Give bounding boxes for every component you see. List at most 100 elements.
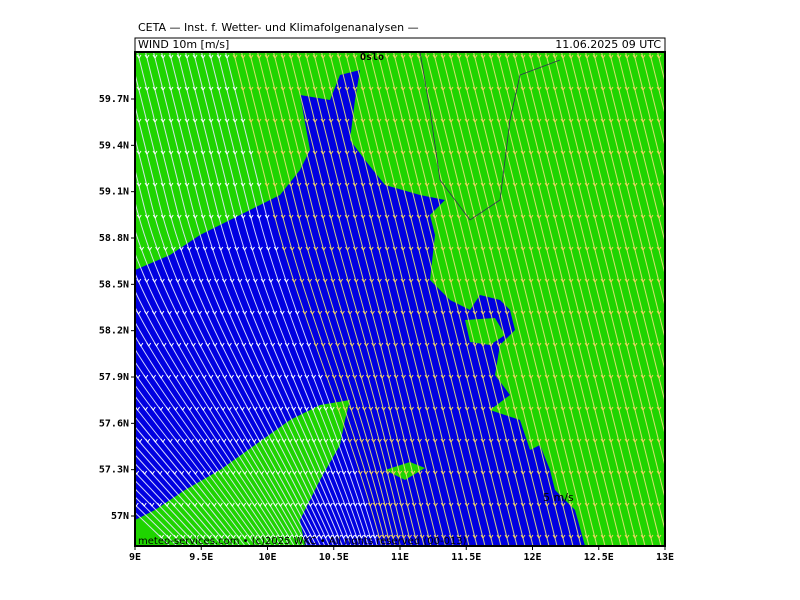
streamline	[352, 52, 478, 546]
arrow-head	[656, 406, 662, 411]
arrow-head	[536, 470, 542, 475]
arrow-head	[224, 470, 230, 475]
arrow-head	[640, 470, 646, 475]
arrow-head	[632, 310, 638, 315]
arrow-head	[576, 502, 582, 507]
arrow-head	[240, 118, 246, 123]
arrow-head	[737, 375, 741, 378]
arrow-head	[512, 246, 518, 251]
arrow-head	[681, 407, 685, 410]
arrow-head	[528, 374, 534, 379]
arrow-head	[192, 182, 198, 187]
arrow-head	[433, 534, 439, 539]
arrow-head	[769, 503, 773, 506]
arrow-head	[656, 278, 662, 283]
arrow-head	[472, 54, 478, 59]
arrow-head	[697, 215, 701, 218]
arrow-head	[353, 278, 359, 283]
arrow-head	[385, 342, 391, 347]
arrow-head	[472, 406, 478, 411]
arrow-head	[349, 342, 355, 347]
arrow-head	[400, 278, 406, 283]
arrow-head	[600, 182, 606, 187]
arrow-head	[309, 534, 315, 539]
streamline	[176, 52, 352, 546]
arrow-head	[49, 55, 53, 58]
arrow-head	[745, 439, 749, 442]
arrow-head	[392, 150, 398, 155]
arrow-head	[72, 407, 76, 410]
arrow-head	[419, 534, 425, 539]
arrow-head	[673, 535, 677, 538]
arrow-head	[349, 406, 354, 411]
arrow-head	[255, 342, 261, 347]
arrow-head	[600, 150, 606, 155]
arrow-head	[304, 54, 310, 59]
arrow-head	[180, 406, 186, 411]
arrow-head	[697, 279, 701, 282]
arrow-head	[656, 534, 662, 539]
arrow-head	[180, 534, 186, 539]
arrow-head	[206, 470, 211, 475]
lat-label: 57N	[111, 511, 129, 522]
arrow-head	[65, 119, 69, 122]
arrow-head	[552, 534, 558, 539]
arrow-head	[405, 502, 411, 507]
arrow-head	[544, 118, 550, 123]
streamline	[304, 52, 432, 546]
arrow-head	[448, 310, 454, 315]
arrow-head	[24, 375, 28, 378]
arrow-head	[17, 151, 21, 154]
arrow-head	[408, 150, 414, 155]
arrow-head	[673, 151, 677, 154]
arrow-head	[17, 311, 21, 314]
arrow-head	[544, 54, 550, 59]
arrow-head	[402, 438, 408, 443]
arrow-head	[183, 342, 189, 347]
streamline	[584, 52, 665, 373]
arrow-head	[425, 502, 431, 507]
arrow-head	[207, 534, 212, 539]
arrow-head	[73, 151, 77, 154]
arrow-head	[227, 406, 232, 411]
arrow-head	[568, 86, 574, 91]
arrow-head	[488, 470, 494, 475]
arrow-head	[344, 214, 350, 219]
arrow-head	[520, 54, 526, 59]
streamline	[648, 52, 665, 117]
arrow-head	[218, 470, 224, 475]
arrow-head	[229, 502, 235, 507]
arrow-head	[440, 310, 446, 315]
arrow-head	[1, 55, 5, 58]
arrow-head	[178, 246, 184, 251]
arrow-head	[313, 342, 319, 347]
arrow-head	[355, 406, 361, 411]
arrow-head	[600, 246, 606, 251]
arrow-head	[632, 534, 638, 539]
arrow-head	[65, 87, 69, 90]
arrow-head	[512, 534, 518, 539]
arrow-head	[464, 438, 470, 443]
arrow-head	[640, 342, 646, 347]
arrow-head	[155, 246, 160, 251]
arrow-head	[753, 311, 757, 314]
arrow-head	[338, 278, 344, 283]
arrow-head	[1, 119, 5, 122]
arrow-head	[242, 534, 248, 539]
arrow-head	[512, 438, 518, 443]
arrow-head	[560, 54, 566, 59]
arrow-head	[673, 375, 677, 378]
arrow-head	[480, 214, 486, 219]
arrow-head	[464, 374, 470, 379]
arrow-head	[777, 407, 781, 410]
arrow-head	[753, 535, 757, 538]
arrow-head	[536, 438, 542, 443]
arrow-head	[287, 534, 293, 539]
arrow-head	[408, 214, 414, 219]
arrow-head	[105, 215, 109, 218]
arrow-head	[354, 534, 360, 539]
arrow-head	[89, 119, 93, 122]
arrow-head	[33, 215, 37, 218]
arrow-head	[304, 214, 310, 219]
arrow-head	[440, 214, 446, 219]
